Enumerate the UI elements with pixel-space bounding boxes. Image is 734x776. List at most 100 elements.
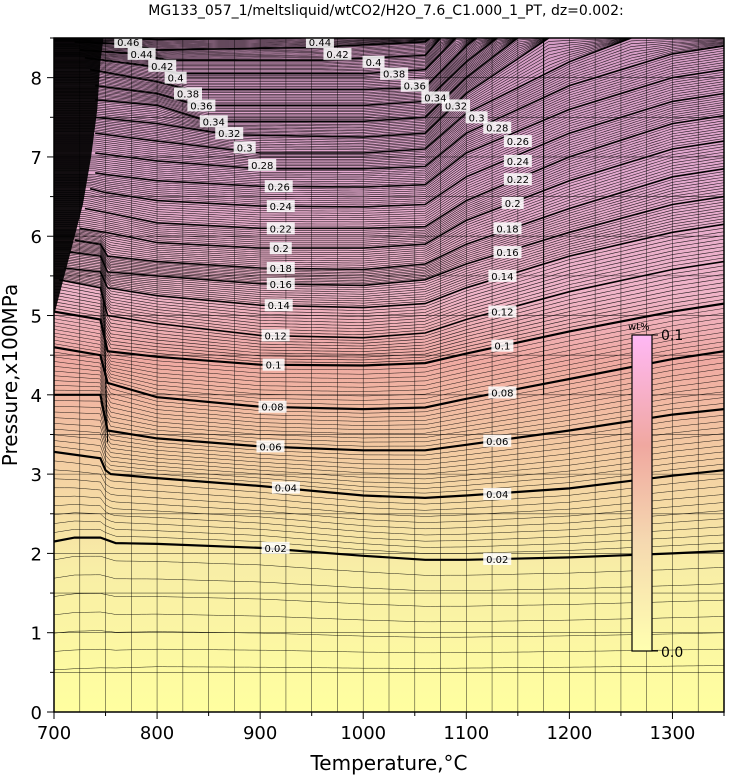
contour-label-bg <box>483 487 512 500</box>
contour-label-text: 0.24 <box>507 157 529 168</box>
contour-label-text: 0.28 <box>251 161 273 172</box>
contour-label-text: 0.14 <box>268 301 290 312</box>
contour-label: 0.44 <box>127 47 156 61</box>
contour-label: 0.4 <box>362 55 385 69</box>
minor-contour-line <box>54 24 724 26</box>
x-tick-label: 900 <box>243 723 277 744</box>
contour-label-bg <box>266 261 295 274</box>
chart-title: MG133_057_1/meltsliquid/wtCO2/H2O_7.6_C1… <box>148 3 623 19</box>
contour-label: 0.28 <box>248 158 277 172</box>
plot-frame <box>53 37 725 713</box>
contour-label-bg <box>488 386 517 399</box>
y-tick-label: 5 <box>31 307 42 328</box>
x-tick-label: 1200 <box>546 723 592 744</box>
contour-label-bg <box>199 115 228 128</box>
y-tick-label: 6 <box>31 227 42 248</box>
contour-label: 0.46 <box>287 24 315 37</box>
contour-label-text: 0.2 <box>505 199 521 210</box>
y-axis-label: Pressure,x100MPa <box>0 284 22 466</box>
contour-label-text: 0.1 <box>266 361 282 372</box>
contour-label-text: 0.16 <box>270 280 292 291</box>
contour-label-bg <box>127 47 156 60</box>
contour-label-text: 0.02 <box>264 544 286 555</box>
contour-label-bg <box>380 67 409 80</box>
contour-label: 0.26 <box>264 180 293 193</box>
contour-label-bg <box>215 127 244 140</box>
colorbar-min-label: 0.0 <box>661 645 683 661</box>
contour-label: 0.46 <box>114 38 143 49</box>
contour-label-bg <box>248 158 277 171</box>
contour-label-bg <box>491 339 514 352</box>
contour-label: 0.26 <box>503 135 532 148</box>
contour-label-text: 0.48 <box>141 26 163 37</box>
contour-label-bg <box>261 541 290 554</box>
contour-label: 0.18 <box>493 222 522 235</box>
contour-label-text: 0.34 <box>203 117 225 128</box>
contour-label: 0.44 <box>305 38 334 49</box>
contour-label-bg <box>503 173 532 186</box>
contour-label: 0.06 <box>256 440 285 453</box>
contour-label-text: 0.08 <box>261 403 283 414</box>
contour-label-bg <box>256 440 285 453</box>
contour-label-bg <box>287 24 315 36</box>
minor-contour-line <box>54 19 724 21</box>
contour-label: 0.12 <box>261 329 290 342</box>
contour-label: 0.3 <box>233 141 256 154</box>
contour-label-text: 0.28 <box>486 124 508 135</box>
contour-label-bg <box>400 79 429 92</box>
contour-label: 0.18 <box>266 261 295 275</box>
contour-label: 0.24 <box>266 200 295 213</box>
major-contour-line <box>95 45 724 170</box>
contour-label-text: 0.1 <box>494 342 510 353</box>
colorbar-unit-label: wt% <box>628 322 650 333</box>
contour-label: 0.22 <box>503 173 532 186</box>
contour-label: 0.16 <box>493 246 522 259</box>
contour-label-bg <box>503 135 532 148</box>
y-tick-label: 7 <box>31 148 42 169</box>
contour-label-text: 0.14 <box>491 272 513 283</box>
contour-label-bg <box>261 329 290 342</box>
contour-label: 0.2 <box>269 242 292 255</box>
y-tick-label: 1 <box>31 624 42 645</box>
contour-label: 0.36 <box>400 79 429 93</box>
contour-label-bg <box>264 180 293 193</box>
major-contour-line <box>95 38 632 154</box>
contour-label-text: 0.16 <box>496 248 518 259</box>
contour-label: 0.1 <box>262 358 285 372</box>
y-tick-label: 3 <box>31 465 42 486</box>
contour-label: 0.04 <box>483 487 512 501</box>
contour-label-text: 0.24 <box>270 202 292 213</box>
contour-label: 0.1 <box>491 339 514 353</box>
contour-label-bg <box>493 222 522 235</box>
contour-label-text: 0.5 <box>113 18 129 29</box>
contour-label-text: 0.32 <box>445 101 467 112</box>
contour-label-text: 0.36 <box>404 82 426 93</box>
contour-label: 0.42 <box>323 47 352 61</box>
contour-label-text: 0.12 <box>491 308 513 319</box>
contour-label-text: 0.04 <box>275 484 297 495</box>
contour-label-bg <box>266 277 295 290</box>
x-tick-label: 1300 <box>650 723 696 744</box>
contour-label: 0.12 <box>488 305 517 319</box>
contour-label: 0.14 <box>488 269 517 283</box>
grid-lines <box>54 38 724 712</box>
contour-label-text: 0.42 <box>326 50 348 61</box>
contour-label: 0.28 <box>483 121 512 135</box>
contour-label-text: 0.42 <box>151 62 173 73</box>
contour-label-bg <box>421 91 450 104</box>
contour-label-bg <box>233 141 256 154</box>
contour-label: 0.34 <box>199 115 228 128</box>
contour-label-bg <box>488 305 517 318</box>
colorbar-fill <box>631 334 653 652</box>
contour-label-text: 0.3 <box>469 113 485 124</box>
contour-label-bg <box>164 71 187 84</box>
colorbar: wt% 0.1 0.0 <box>628 322 683 661</box>
y-tick-label: 4 <box>31 386 42 407</box>
contour-label: 0.22 <box>266 222 295 235</box>
contour-label-text: 0.02 <box>486 555 508 566</box>
contour-label: 0.24 <box>503 154 532 168</box>
contour-label-bg <box>262 358 285 371</box>
contour-label-bg <box>483 552 512 565</box>
major-contour-line <box>84 38 457 75</box>
